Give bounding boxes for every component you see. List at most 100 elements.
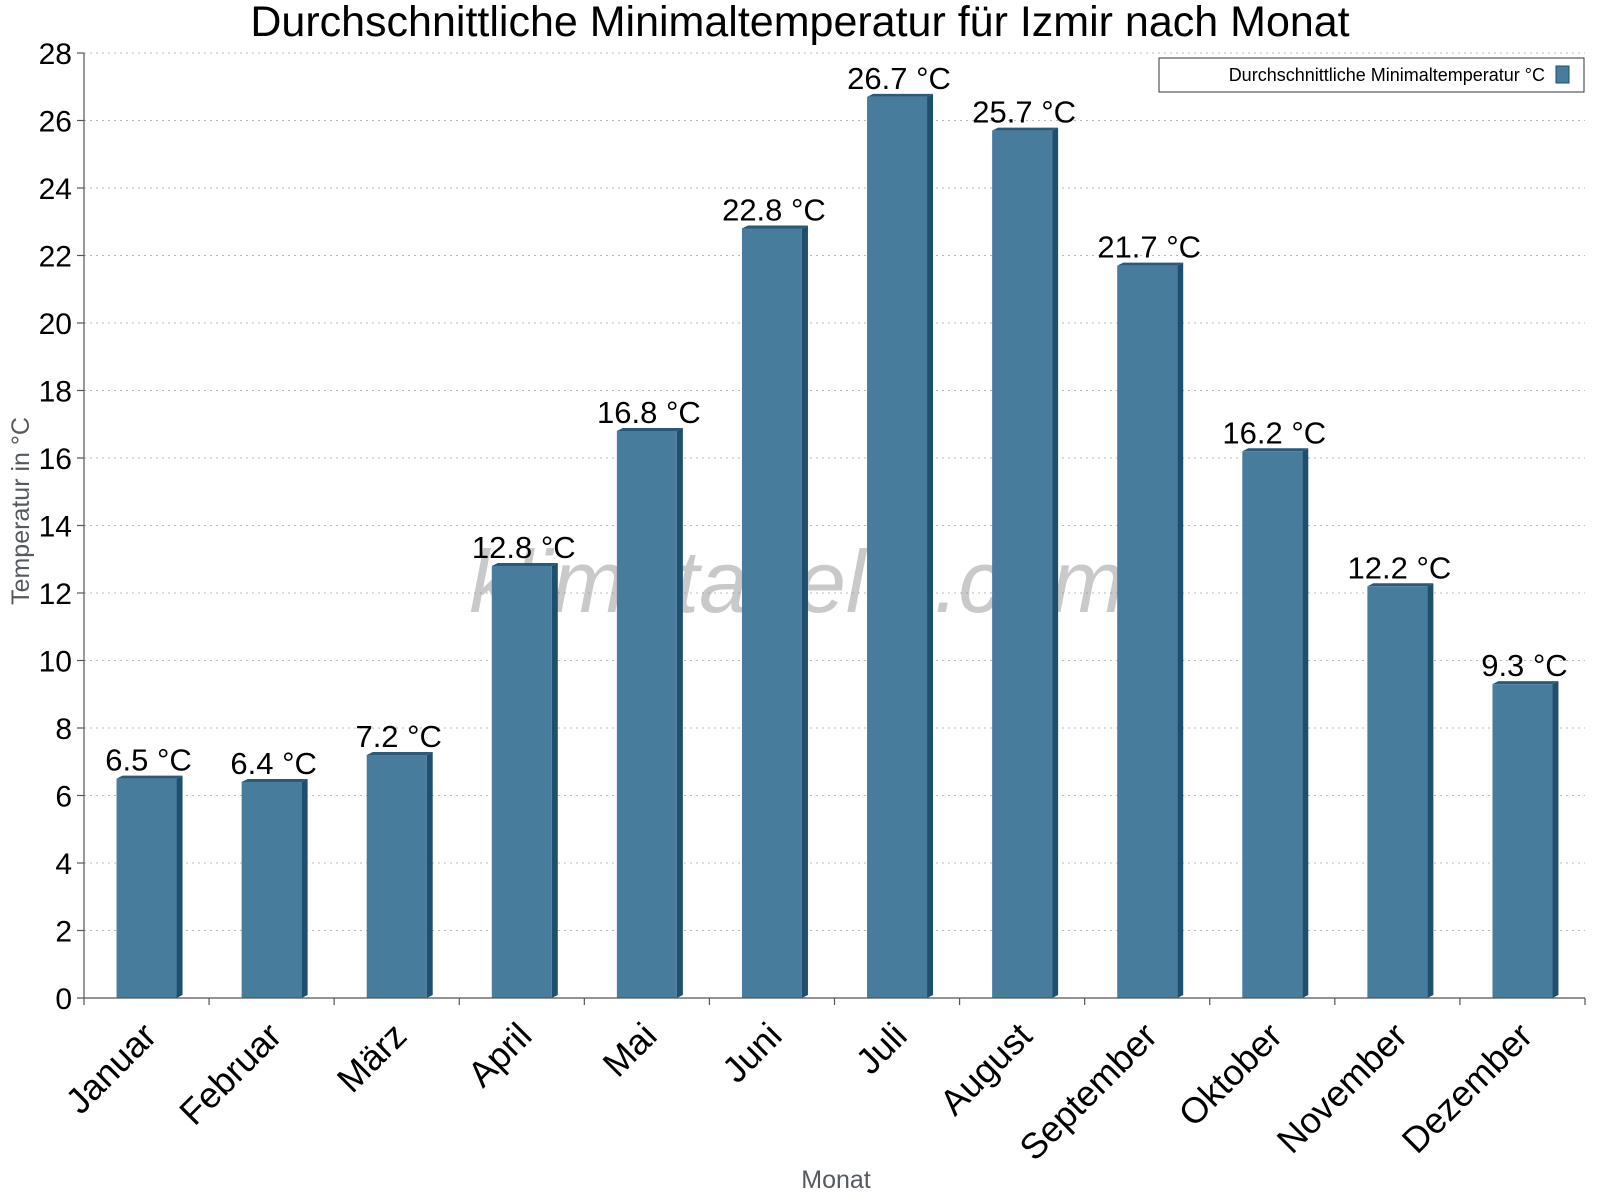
bar (992, 127, 1059, 998)
bar-side (176, 775, 183, 998)
bar (1492, 681, 1559, 998)
bar-side (1427, 583, 1434, 998)
y-tick-label: 6 (55, 781, 72, 814)
x-tick-label: März (329, 1015, 415, 1101)
x-tick-label: November (1269, 1015, 1415, 1161)
data-label: 22.8 °C (722, 193, 826, 228)
legend: Durchschnittliche Minimaltemperatur °C (1158, 57, 1585, 93)
bar (1117, 262, 1184, 998)
data-label: 6.4 °C (230, 746, 317, 781)
bar-top (867, 93, 934, 97)
bar-top (1117, 262, 1184, 266)
bar-side (1302, 448, 1309, 998)
y-tick-label: 2 (55, 916, 72, 949)
bar-top (992, 127, 1059, 131)
bar-side (801, 225, 808, 998)
y-tick-label: 18 (39, 376, 72, 409)
bar (1242, 448, 1309, 998)
bars-layer (116, 93, 1559, 998)
bar (116, 775, 183, 998)
data-label: 6.5 °C (105, 743, 192, 778)
bar-front (1367, 586, 1428, 998)
y-tick-label: 16 (39, 443, 72, 476)
legend-label: Durchschnittliche Minimaltemperatur °C (1229, 65, 1545, 85)
bar-top (741, 225, 808, 229)
bar-side (426, 752, 433, 998)
bar-side (927, 93, 934, 998)
y-axis-title: Temperatur in °C (7, 417, 35, 605)
y-tick-label: 22 (39, 241, 72, 274)
bar-front (741, 228, 802, 998)
y-tick-label: 20 (39, 308, 72, 341)
x-tick-label: Januar (57, 1015, 164, 1122)
data-label: 26.7 °C (847, 61, 951, 96)
x-tick-label: April (460, 1015, 540, 1095)
bar-top (1367, 583, 1434, 587)
bar (741, 225, 808, 998)
y-tick-label: 26 (39, 106, 72, 139)
bar (366, 752, 433, 998)
x-tick-labels-layer: Januar Februar März April Mai Juni Juli AugustS… (57, 1015, 1540, 1169)
bar-front (1242, 451, 1303, 998)
bar-top (1242, 448, 1309, 452)
bar-side (676, 428, 683, 998)
bar-front (491, 566, 552, 998)
data-label: 16.2 °C (1222, 415, 1326, 450)
data-label: 9.3 °C (1481, 648, 1568, 683)
chart-title: Durchschnittliche Minimaltemperatur für … (250, 0, 1349, 46)
data-label: 21.7 °C (1097, 230, 1201, 265)
axes-layer (77, 52, 1586, 1005)
data-label: 12.2 °C (1348, 550, 1452, 585)
bar-front (116, 778, 177, 998)
data-label: 16.8 °C (597, 395, 701, 430)
y-tick-label: 10 (39, 646, 72, 679)
bar-side (551, 563, 558, 998)
y-tick-label: 14 (39, 511, 72, 544)
x-tick-label: August (932, 1015, 1040, 1123)
bar (241, 779, 308, 998)
grid-layer (84, 52, 1585, 931)
bar-front (616, 431, 677, 998)
bar-front (1492, 684, 1553, 998)
bar-front (992, 130, 1053, 998)
x-tick-label: Februar (171, 1015, 289, 1133)
legend-swatch (1555, 65, 1570, 84)
x-tick-label: September (1011, 1015, 1165, 1169)
x-tick-label: Juni (714, 1015, 790, 1091)
data-label: 12.8 °C (472, 530, 576, 565)
data-labels-layer: 6.5 °C 6.4 °C 7.2 °C 12.8 °C 16.8 °C 22.8 °C 2… (105, 61, 1567, 781)
y-tick-label: 24 (39, 173, 72, 206)
bar-top (366, 752, 433, 755)
bar-side (1052, 127, 1059, 998)
y-tick-label: 0 (55, 983, 72, 1016)
y-tick-label: 12 (39, 578, 72, 611)
bar-top (241, 779, 308, 782)
bar-side (1177, 262, 1184, 998)
bar-front (1117, 265, 1178, 998)
y-tick-label: 4 (55, 848, 72, 881)
y-tick-label: 8 (55, 713, 72, 746)
bar-top (1492, 681, 1559, 685)
bar (491, 563, 558, 998)
bar-front (366, 755, 427, 998)
bar (867, 93, 934, 998)
legend-box (1158, 57, 1585, 93)
bar-top (116, 775, 183, 779)
bar-front (241, 782, 302, 998)
x-tick-label: Juli (848, 1015, 915, 1082)
x-tick-label: Mai (595, 1015, 665, 1085)
bar (616, 428, 683, 998)
x-tick-label: Dezember (1394, 1015, 1540, 1161)
bar (1367, 583, 1434, 998)
bar-side (1552, 681, 1559, 998)
x-tick-label: Oktober (1170, 1015, 1290, 1135)
data-label: 25.7 °C (972, 95, 1076, 130)
bar-top (616, 428, 683, 431)
bar-top (491, 563, 558, 566)
x-axis-title: Monat (801, 1166, 871, 1194)
data-label: 7.2 °C (355, 719, 442, 754)
y-tick-label: 28 (39, 38, 72, 71)
